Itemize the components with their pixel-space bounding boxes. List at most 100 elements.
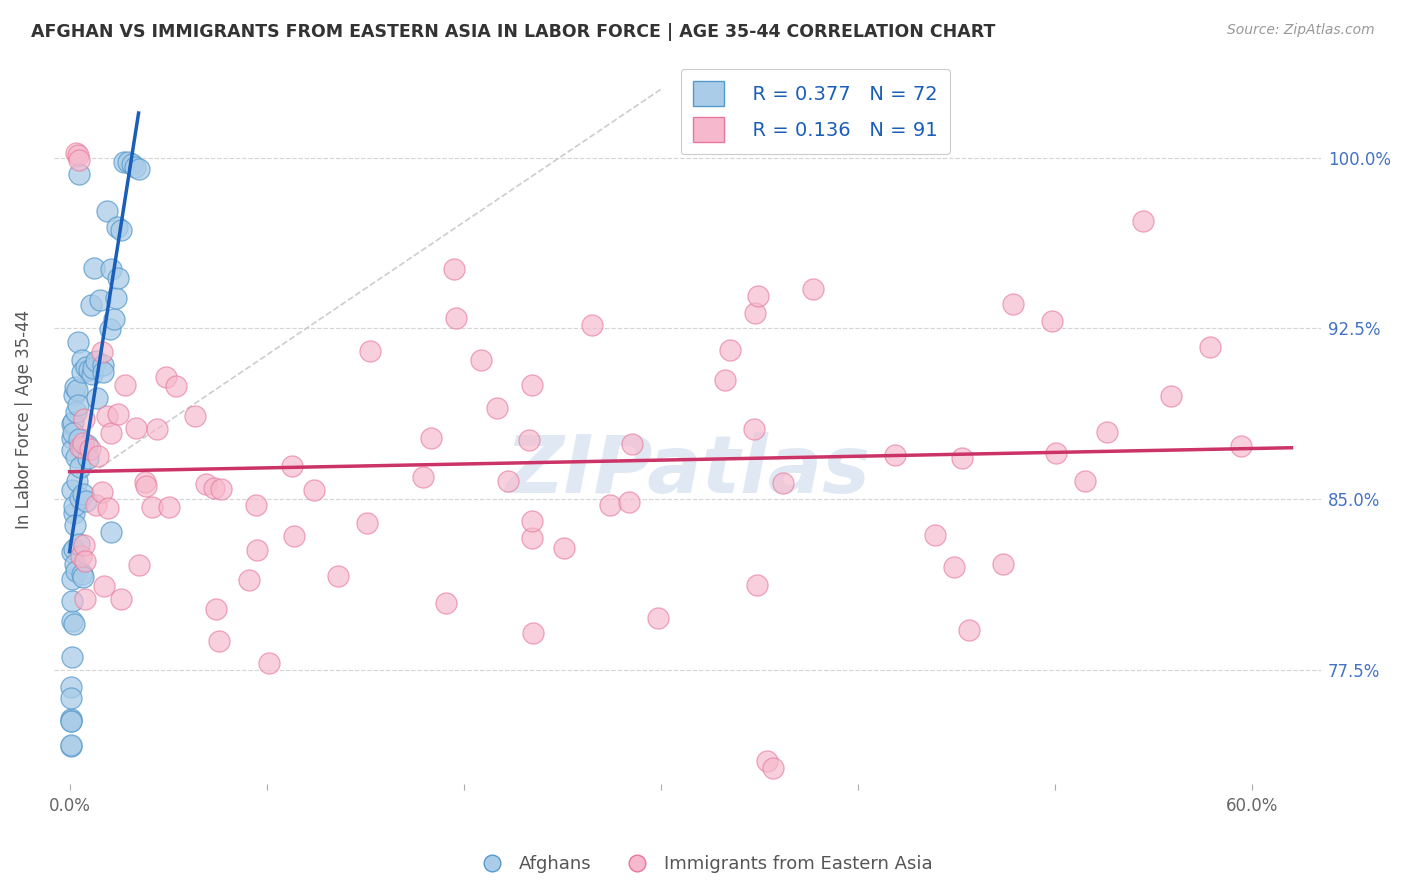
Point [952,450,974,465]
Point [1198,340,1220,354]
Point [772,476,794,491]
Point [202,481,225,495]
Point [60,614,83,628]
Point [73,591,96,606]
Point [100,262,122,277]
Point [745,577,768,591]
Point [157,500,180,515]
Point [65,565,87,579]
Point [73,412,96,426]
Point [89,293,111,307]
Point [246,542,269,557]
Point [60,417,83,431]
Point [121,157,143,171]
Point [105,292,128,306]
Point [63,380,86,394]
Point [114,155,136,169]
Point [1095,425,1118,439]
Point [100,425,122,440]
Point [60,738,83,752]
Point [79,442,101,456]
Point [1132,213,1154,227]
Point [280,458,302,473]
Point [59,714,82,728]
Point [359,343,381,358]
Point [744,422,766,436]
Point [155,370,177,384]
Point [66,383,89,397]
Text: ZIPatlas: ZIPatlas [505,432,870,509]
Point [70,352,93,367]
Point [195,476,218,491]
Point [63,558,86,572]
Point [72,487,94,501]
Point [208,633,231,648]
Point [1230,439,1253,453]
Point [517,434,540,448]
Point [146,422,169,436]
Point [283,529,305,543]
Point [1001,297,1024,311]
Point [76,438,98,452]
Point [80,298,103,312]
Point [67,432,90,446]
Point [134,475,156,489]
Point [470,353,492,368]
Point [141,500,163,514]
Point [259,657,281,671]
Point [72,436,94,450]
Point [87,449,110,463]
Point [72,441,94,455]
Point [110,222,132,236]
Point [718,343,741,358]
Point [744,306,766,320]
Point [69,491,91,505]
Point [60,443,83,458]
Point [762,761,785,775]
Point [553,541,575,556]
Point [621,437,644,451]
Point [69,460,91,475]
Point [63,517,86,532]
Point [103,312,125,326]
Point [70,566,93,581]
Point [128,558,150,572]
Point [60,483,83,498]
Point [419,431,441,445]
Point [65,146,87,161]
Point [617,495,640,509]
Point [304,483,326,497]
Point [97,500,120,515]
Point [1160,389,1182,403]
Point [883,448,905,462]
Point [60,714,83,729]
Point [957,623,980,637]
Point [91,358,114,372]
Point [65,450,87,464]
Point [209,482,232,496]
Point [110,591,132,606]
Point [69,440,91,454]
Point [75,360,97,375]
Point [135,479,157,493]
Point [62,415,84,429]
Point [63,388,86,402]
Point [59,739,82,753]
Point [62,506,84,520]
Point [75,494,97,508]
Point [60,594,83,608]
Point [96,409,118,424]
Point [124,160,146,174]
Point [62,617,84,632]
Point [75,554,97,568]
Point [183,409,205,423]
Y-axis label: In Labor Force | Age 35-44: In Labor Force | Age 35-44 [15,310,32,529]
Point [84,354,107,368]
Point [72,570,94,584]
Point [77,363,100,377]
Point [446,311,468,326]
Point [443,261,465,276]
Point [755,754,778,768]
Point [522,514,544,528]
Point [93,579,115,593]
